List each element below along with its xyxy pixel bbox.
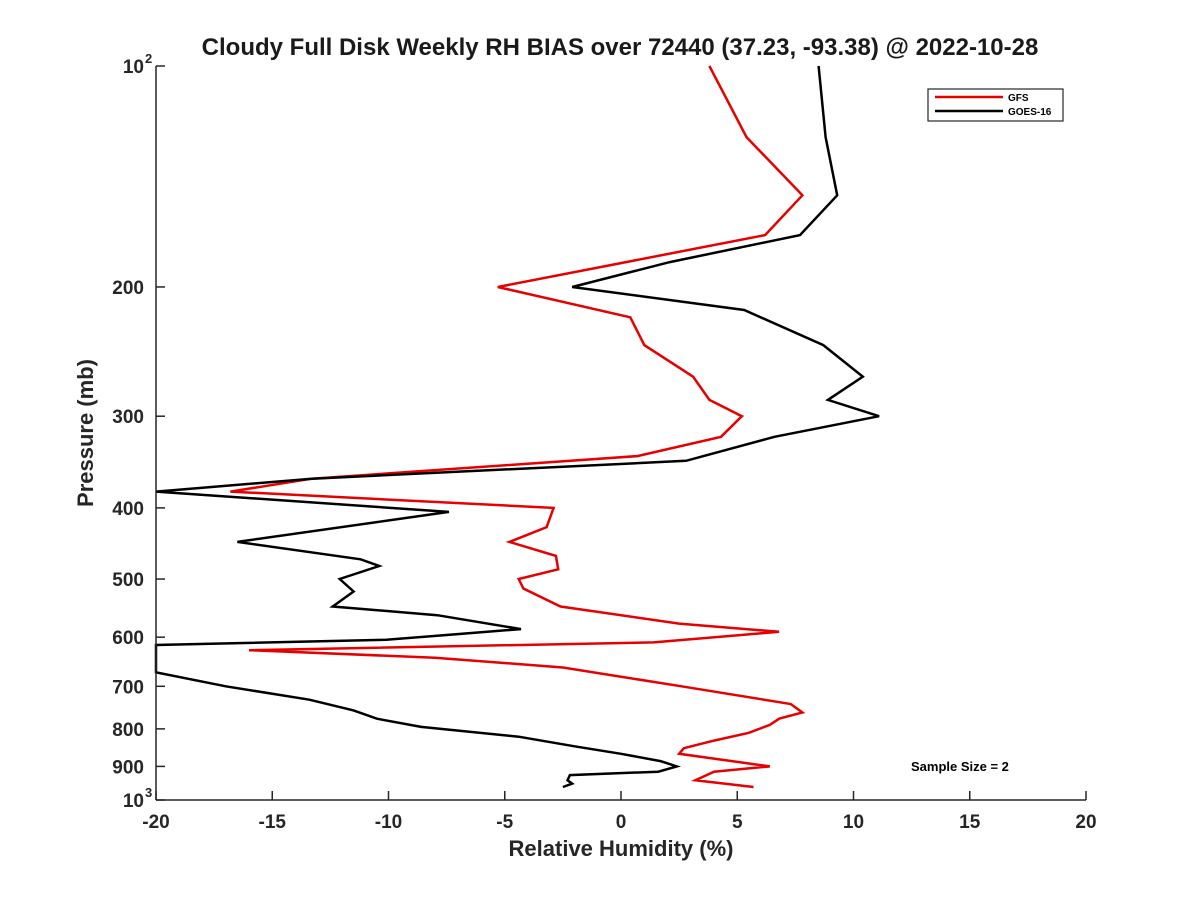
y-tick-label: 300 [112, 407, 144, 428]
y-tick-label: 500 [112, 570, 144, 591]
y-tick-exponent: 3 [145, 785, 152, 800]
x-tick-label: -20 [142, 812, 169, 833]
sample-size-annotation: Sample Size = 2 [911, 759, 1009, 774]
x-axis-label: Relative Humidity (%) [509, 836, 734, 861]
y-tick-label: 10 [123, 57, 144, 78]
x-tick-label: 10 [843, 812, 864, 833]
legend-label-gfs: GFS [1008, 93, 1029, 104]
series-line-gfs [230, 65, 806, 789]
chart-title: Cloudy Full Disk Weekly RH BIAS over 724… [202, 34, 1039, 61]
series-layer [154, 65, 880, 789]
plot-area [156, 66, 1086, 800]
x-tick-label: -10 [375, 812, 402, 833]
y-tick-label: 10 [123, 791, 144, 812]
y-tick-label: 400 [112, 499, 144, 520]
y-tick-label: 200 [112, 278, 144, 299]
y-axis-label: Pressure (mb) [73, 359, 98, 507]
y-tick-label: 900 [112, 757, 144, 778]
y-tick-label: 700 [112, 677, 144, 698]
x-tick-label: 5 [732, 812, 743, 833]
legend: GFS GOES-16 [927, 88, 1064, 122]
x-tick-label: -15 [259, 812, 287, 833]
x-tick-label: 20 [1075, 812, 1096, 833]
y-tick-exponent: 2 [145, 51, 152, 66]
x-tick-label: 0 [616, 812, 627, 833]
x-tick-label: 15 [959, 812, 981, 833]
legend-label-goes16: GOES-16 [1008, 107, 1052, 118]
x-ticks: -20 -15 -10 -5 0 5 10 15 20 [142, 791, 1097, 833]
x-tick-label: -5 [496, 812, 513, 833]
legend-box [927, 88, 1064, 122]
y-tick-label: 800 [112, 720, 144, 741]
series-line-goes16 [154, 65, 880, 789]
y-tick-label: 600 [112, 628, 144, 649]
